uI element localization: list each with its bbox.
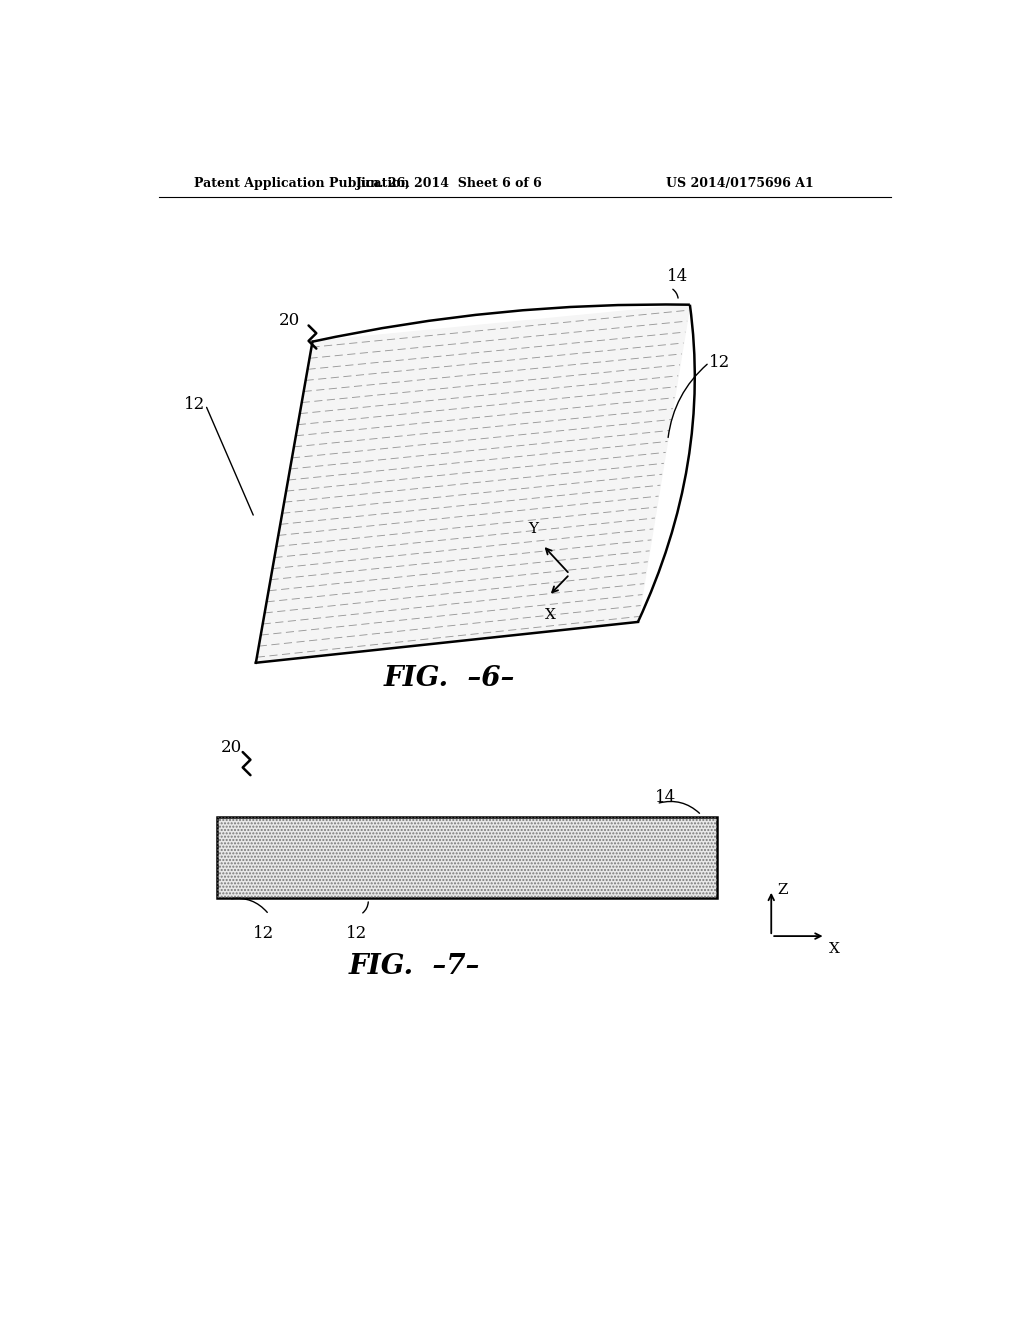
Text: 12: 12 xyxy=(253,924,274,941)
Text: Patent Application Publication: Patent Application Publication xyxy=(194,177,410,190)
Text: 12: 12 xyxy=(346,924,368,941)
Bar xyxy=(217,817,717,898)
Text: FIG.  –6–: FIG. –6– xyxy=(384,665,515,692)
Text: US 2014/0175696 A1: US 2014/0175696 A1 xyxy=(667,177,814,190)
Text: X: X xyxy=(545,609,556,622)
Text: 12: 12 xyxy=(184,396,206,413)
Text: 14: 14 xyxy=(655,789,676,807)
Bar xyxy=(217,817,717,898)
Text: Y: Y xyxy=(528,521,539,536)
Text: X: X xyxy=(829,942,841,956)
Polygon shape xyxy=(256,305,690,663)
Text: 14: 14 xyxy=(667,268,688,285)
Text: FIG.  –7–: FIG. –7– xyxy=(349,953,480,981)
Text: Z: Z xyxy=(777,883,787,896)
Text: Jun. 26, 2014  Sheet 6 of 6: Jun. 26, 2014 Sheet 6 of 6 xyxy=(356,177,543,190)
Text: 20: 20 xyxy=(221,739,243,756)
Text: 20: 20 xyxy=(279,312,300,329)
Text: 12: 12 xyxy=(710,354,730,371)
